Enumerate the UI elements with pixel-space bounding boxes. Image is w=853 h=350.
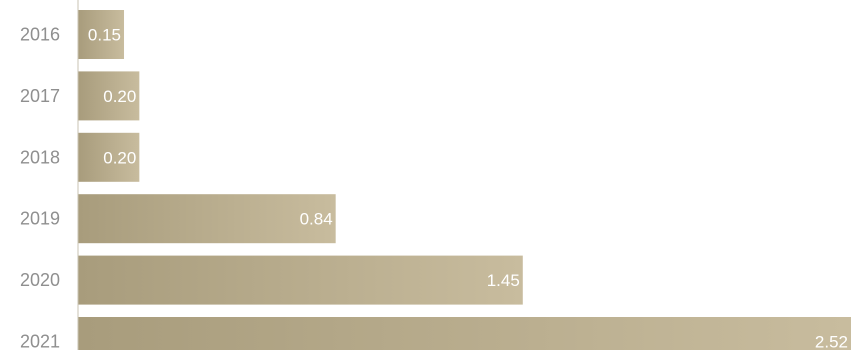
bar-2016 <box>78 10 125 59</box>
value-label-2021: 2.52 <box>815 333 848 350</box>
bar-2018 <box>78 132 140 182</box>
bar-2019 <box>78 194 336 244</box>
bar-2021 <box>78 317 851 350</box>
category-labels: 2016 2017 2018 2019 2020 2021 <box>20 25 60 350</box>
category-label-2019: 2019 <box>20 209 60 229</box>
value-label-2019: 0.84 <box>300 210 333 229</box>
value-labels: 0.15 0.20 0.20 0.84 1.45 2.52 <box>88 26 848 350</box>
value-label-2016: 0.15 <box>88 26 121 45</box>
category-label-2016: 2016 <box>20 25 60 45</box>
value-label-2020: 1.45 <box>487 271 520 290</box>
category-label-2021: 2021 <box>20 332 60 350</box>
category-label-2017: 2017 <box>20 86 60 106</box>
category-label-2018: 2018 <box>20 147 60 167</box>
category-label-2020: 2020 <box>20 270 60 290</box>
bars-layer <box>78 10 851 350</box>
value-label-2017: 0.20 <box>103 87 136 106</box>
value-label-2018: 0.20 <box>103 148 136 167</box>
bar-2020 <box>78 255 523 305</box>
bar-2017 <box>78 71 140 121</box>
